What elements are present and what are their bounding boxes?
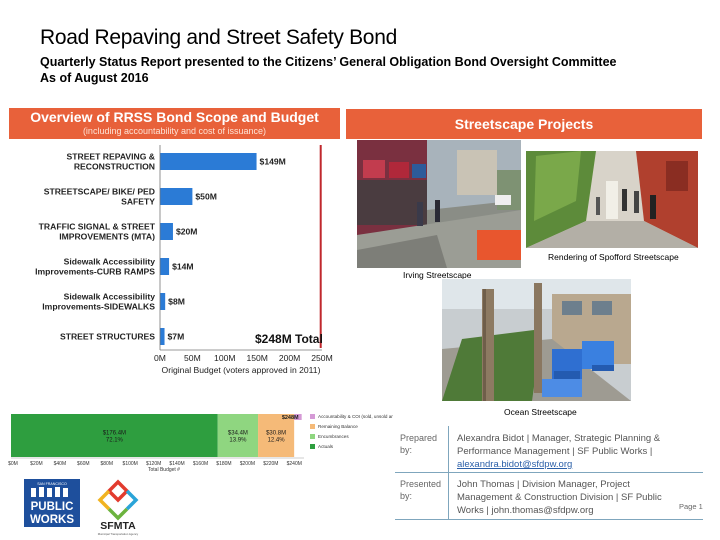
segment-value-label: $30.8M 12.4% (266, 431, 286, 444)
prepared-email-link[interactable]: alexandra.bidot@sfdpw.org (457, 459, 573, 470)
x-tick-label: 100M (214, 353, 236, 363)
subtitle-line-1: Quarterly Status Report presented to the… (40, 55, 617, 69)
budget-bar (160, 153, 257, 170)
prepared-label: Prepared by: (400, 433, 438, 455)
sfpw-line2: WORKS (30, 514, 74, 526)
bar-value-label: $7M (168, 332, 185, 342)
legend-swatch (310, 424, 315, 429)
budget-panel-title: Overview of RRSS Bond Scope and Budget (30, 109, 319, 125)
chart-background (11, 143, 337, 383)
bar-value-label: $14M (172, 262, 194, 272)
budget-bar (160, 188, 193, 205)
stacked-segment (294, 414, 302, 420)
budget-bar (160, 258, 170, 275)
sf-public-works-logo: SAN FRANCISCO PUBLIC WORKS (24, 479, 80, 527)
legend-label: Encumbrances (318, 434, 349, 439)
legend-label: Actuals (318, 444, 334, 449)
segment-value-label: $34.4M 13.9% (228, 431, 248, 444)
sfpw-line1: PUBLIC (31, 501, 74, 513)
stacked-segment (217, 414, 259, 457)
bar-value-label: $149M (260, 157, 286, 167)
sfmta-wordmark: SFMTA (100, 520, 136, 532)
legend-label: Remaining Balance (318, 424, 358, 429)
x-tick-label: $240M (287, 461, 302, 467)
total-annotation: $248M Total (255, 332, 323, 346)
bar-value-label: $20M (176, 227, 198, 237)
budget-bar (160, 293, 166, 310)
x-tick-label: $200M (240, 461, 255, 467)
page-title: Road Repaving and Street Safety Bond (40, 26, 397, 49)
irving-caption: Irving Streetscape (403, 270, 472, 280)
prepared-divider-bottom (395, 519, 703, 520)
streetscape-panel-title: Streetscape Projects (346, 109, 702, 139)
bar-value-label: $50M (195, 192, 217, 202)
category-label: TRAFFIC SIGNAL & STREET IMPROVEMENTS (MTA… (39, 222, 156, 242)
x-axis-title: Total Budget # (148, 467, 180, 473)
subtitle-line-2: As of August 2016 (40, 71, 149, 85)
segment-value-label: $176.4M 72.1% (103, 431, 126, 444)
category-label: Sidewalk Accessibility Improvements-CURB … (35, 257, 155, 277)
x-tick-label: $40M (54, 461, 67, 467)
stacked-segment (258, 414, 295, 457)
x-tick-label: $0M (8, 461, 18, 467)
spofford-caption: Rendering of Spofford Streetscape (548, 252, 679, 262)
page-subtitle: Quarterly Status Report presented to the… (40, 54, 616, 86)
presented-by-text: John Thomas | Division Manager, Project … (457, 479, 662, 516)
x-tick-label: 150M (246, 353, 268, 363)
x-tick-label: 250M (311, 353, 333, 363)
prepared-divider-vertical (448, 426, 449, 520)
budget-bar (160, 223, 173, 240)
x-tick-label: $100M (123, 461, 138, 467)
budget-panel-header: Overview of RRSS Bond Scope and Budget (… (9, 108, 340, 139)
legend-label: Accountability & COI (sold, unsold amt.) (318, 414, 393, 419)
category-label: STREETSCAPE/ BIKE/ PED SAFETY (44, 187, 156, 207)
x-tick-label: 200M (279, 353, 301, 363)
prepared-by-text: Alexandra Bidot | Manager, Strategic Pla… (457, 433, 661, 470)
budget-bar (160, 328, 165, 345)
x-tick-label: $20M (30, 461, 43, 467)
irving-streetscape-photo (357, 140, 521, 268)
prepared-divider-top (395, 472, 703, 473)
stacked-segment (11, 414, 218, 457)
category-label: STREET STRUCTURES (60, 332, 155, 342)
legend-swatch (310, 444, 315, 449)
x-tick-label: 50M (184, 353, 201, 363)
x-tick-label: $80M (101, 461, 114, 467)
bar-value-label: $8M (168, 297, 185, 307)
legend-swatch (310, 434, 315, 439)
x-tick-label: 0M (154, 353, 166, 363)
segment-value-label: $248M (282, 415, 299, 421)
sfpw-top-text: SAN FRANCISCO (37, 482, 67, 486)
x-tick-label: $120M (146, 461, 161, 467)
x-tick-label: $160M (193, 461, 208, 467)
category-label: STREET REPAVING & RECONSTRUCTION (67, 152, 156, 172)
budget-bar-chart: STREET REPAVING & RECONSTRUCTION $149M STRE… (11, 143, 337, 383)
presented-label: Presented by: (400, 479, 442, 501)
x-tick-label: $140M (169, 461, 184, 467)
budget-status-stacked-bar: $176.4M 72.1% $34.4M 13.9% $30.8M 12.4% $248M $… (8, 414, 393, 473)
x-axis-title: Original Budget (voters approved in 2011… (162, 365, 321, 375)
x-tick-label: $180M (216, 461, 231, 467)
x-tick-label: $220M (263, 461, 278, 467)
budget-panel-subtitle: (including accountability and cost of is… (82, 126, 267, 136)
legend-swatch (310, 414, 315, 419)
page-number: Page 1 (679, 502, 703, 511)
spofford-rendering-photo (526, 151, 698, 248)
ocean-caption: Ocean Streetscape (504, 407, 577, 417)
sfmta-logo: SFMTA Municipal Transportation Agency (97, 479, 139, 536)
sfmta-subtitle: Municipal Transportation Agency (98, 532, 139, 536)
category-label: Sidewalk Accessibility Improvements-SIDEW… (42, 292, 155, 312)
x-tick-label: $60M (77, 461, 90, 467)
ocean-streetscape-photo (442, 279, 631, 401)
